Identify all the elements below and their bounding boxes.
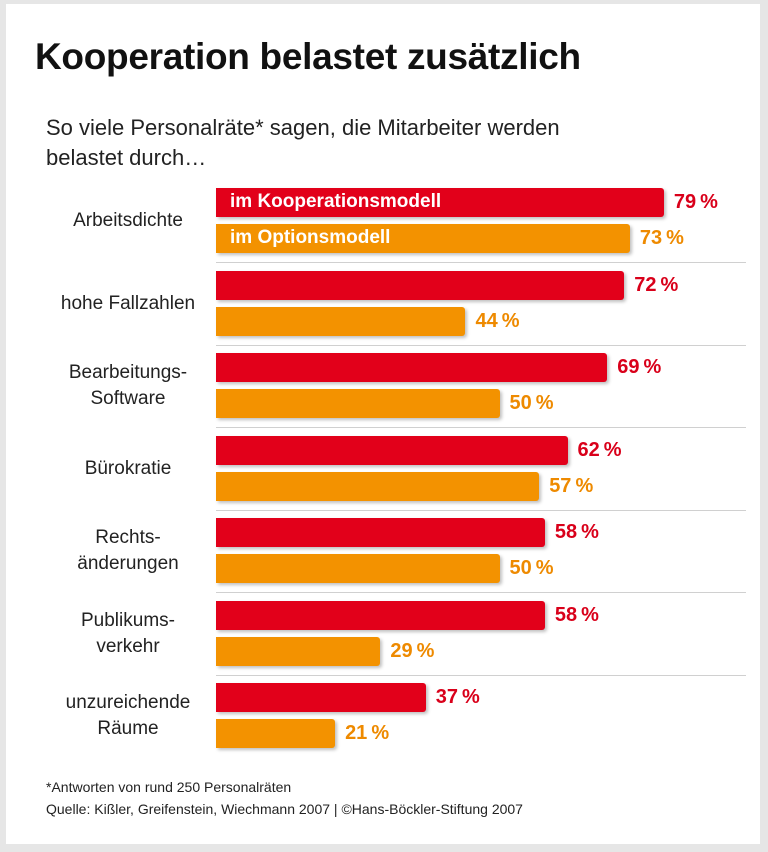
category-label-line: Rechts- (95, 527, 161, 548)
legend-label: im Kooperationsmodell (230, 191, 442, 212)
category-label: Arbeitsdichte (40, 208, 216, 234)
bar-kooperationsmodell (216, 600, 545, 630)
category-label: Rechts-änderungen (40, 525, 216, 577)
bar-optionsmodell (216, 471, 540, 501)
data-label: 69 % (617, 356, 662, 378)
footnote-note: *Antworten von rund 250 Personalräten (46, 779, 292, 795)
category-label-line: unzureichende (65, 692, 191, 713)
bar-optionsmodell: im Optionsmodell (216, 224, 630, 253)
bar-optionsmodell (216, 306, 466, 336)
group-separator (216, 262, 746, 263)
data-label: 57 % (549, 474, 594, 497)
bar-optionsmodell (216, 554, 500, 583)
category-label: hohe Fallzahlen (40, 291, 216, 317)
data-label: 79 % (673, 191, 718, 213)
bar-kooperationsmodell (216, 683, 426, 712)
data-label: 50 % (509, 557, 554, 579)
category-label-line: verkehr (96, 635, 160, 657)
data-label: 50 % (509, 392, 554, 414)
group-separator (216, 674, 746, 676)
data-label: 62 % (577, 438, 622, 461)
category-label-line: Räume (97, 718, 159, 739)
bar-kooperationsmodell: im Kooperationsmodell (216, 188, 664, 217)
bar-optionsmodell (216, 719, 336, 748)
footnote: *Antworten von rund 250 Personalräten Qu… (46, 776, 523, 820)
chart-title: Kooperation belastet zusätzlich (35, 36, 581, 77)
category-label-line: änderungen (77, 553, 179, 574)
data-label: 44 % (475, 309, 520, 332)
bar-kooperationsmodell (216, 353, 608, 382)
category-label-line: Software (90, 388, 166, 409)
category-label-line: Bürokratie (84, 457, 172, 479)
data-label: 21 % (345, 722, 390, 744)
bar-optionsmodell (216, 389, 500, 418)
data-label: 29 % (390, 639, 435, 662)
data-label: 37 % (435, 686, 480, 708)
bar-kooperationsmodell (216, 518, 545, 547)
footnote-source: Quelle: Kißler, Greifenstein, Wiechmann … (46, 801, 523, 817)
group-separator (216, 592, 746, 593)
bar-optionsmodell (216, 636, 381, 666)
data-label: 58 % (554, 603, 599, 626)
group-separator (216, 509, 746, 511)
data-label: 72 % (634, 273, 679, 296)
category-label: Bearbeitungs- Software (40, 360, 216, 412)
bar-kooperationsmodell (216, 270, 625, 300)
chart-subtitle: So viele Personalräte* sagen, die Mitarb… (46, 115, 560, 170)
category-label: Publikums-verkehr (40, 608, 216, 660)
group-separator (216, 344, 746, 346)
data-label: 73 % (639, 227, 684, 249)
category-label-line: hohe Fallzahlen (60, 292, 196, 314)
category-label: Bürokratie (40, 456, 216, 482)
legend-label: im Optionsmodell (230, 227, 391, 248)
data-label: 58 % (554, 521, 599, 543)
group-separator (216, 427, 746, 428)
category-label: unzureichende Räume (40, 690, 216, 742)
category-label-line: Arbeitsdichte (73, 210, 183, 231)
category-label-line: Bearbeitungs- (68, 362, 188, 383)
bar-kooperationsmodell (216, 435, 568, 465)
category-label-line: Publikums- (81, 609, 175, 631)
